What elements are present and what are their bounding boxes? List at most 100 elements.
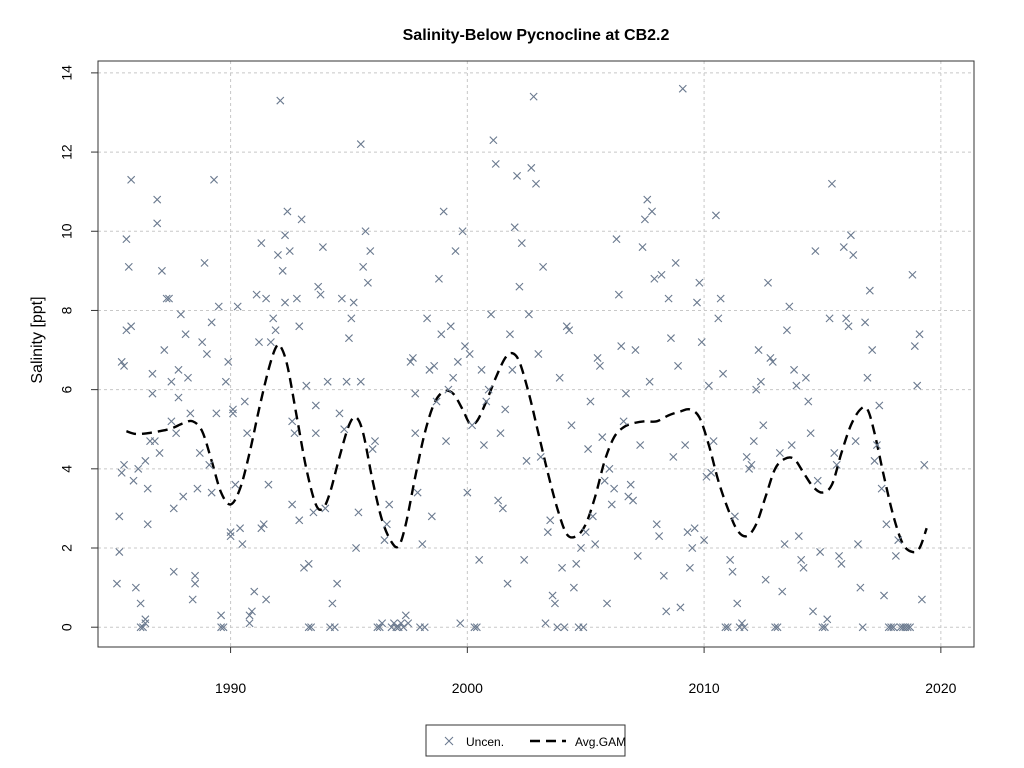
data-point (356, 377, 365, 386)
legend-label-uncen: Uncen. (466, 735, 504, 749)
data-point (652, 520, 661, 529)
data-point (603, 599, 612, 608)
data-point (546, 516, 555, 525)
data-point (420, 623, 429, 632)
data-point (749, 437, 758, 446)
data-point (591, 540, 600, 549)
data-point (839, 243, 848, 252)
data-point (683, 528, 692, 537)
data-point (333, 579, 342, 588)
data-point (328, 599, 337, 608)
data-point (245, 619, 254, 628)
data-point (271, 326, 280, 335)
data-point (183, 373, 192, 382)
data-point (214, 302, 223, 311)
data-point (318, 243, 327, 252)
data-point (172, 429, 181, 438)
data-point (856, 583, 865, 592)
data-point (290, 429, 299, 438)
data-point (809, 607, 817, 616)
data-point (217, 623, 226, 632)
legend: Uncen. Avg.GAM (425, 724, 626, 757)
data-point (891, 551, 900, 560)
data-point (782, 326, 791, 335)
data-point (314, 282, 323, 291)
data-point (825, 314, 834, 323)
y-tick-label: 2 (59, 544, 75, 552)
data-point (636, 441, 645, 450)
data-point (181, 330, 190, 339)
data-point (122, 235, 131, 244)
data-point (273, 251, 282, 260)
data-point (266, 338, 275, 347)
data-point (903, 623, 912, 632)
data-point (548, 591, 557, 600)
grid-lines (98, 61, 974, 647)
data-point (141, 619, 150, 628)
data-point (820, 623, 829, 632)
data-point (129, 476, 138, 485)
data-point (479, 441, 488, 450)
data-point (522, 456, 531, 465)
data-point (716, 294, 725, 303)
data-point (858, 623, 867, 632)
data-point (449, 373, 458, 382)
data-point (127, 175, 136, 184)
data-point (780, 540, 789, 549)
data-point (666, 334, 675, 343)
data-point (127, 322, 136, 331)
data-point (875, 401, 884, 410)
data-point (323, 377, 332, 386)
data-point (210, 175, 218, 184)
data-point (148, 389, 157, 398)
data-point (264, 480, 273, 489)
data-point (754, 346, 763, 355)
data-point (157, 266, 166, 275)
data-point (640, 215, 649, 224)
data-point (117, 357, 126, 366)
data-point (361, 227, 370, 236)
data-point (138, 623, 147, 632)
data-point (517, 239, 526, 248)
data-point (854, 540, 862, 549)
data-point (917, 595, 926, 604)
data-point (645, 377, 654, 386)
data-point (565, 326, 574, 335)
data-point (231, 480, 240, 489)
data-point (726, 555, 735, 564)
data-point (579, 623, 588, 632)
y-tick-label: 4 (59, 465, 75, 473)
data-point (576, 544, 585, 553)
data-point (740, 623, 749, 632)
gam-line (126, 343, 928, 554)
data-point (169, 567, 178, 576)
data-point (442, 437, 451, 446)
data-point (733, 599, 742, 608)
data-point (719, 369, 728, 378)
data-point (354, 508, 363, 517)
data-point (195, 448, 204, 457)
data-point (496, 429, 505, 438)
data-point (915, 330, 924, 339)
data-point (283, 207, 292, 216)
data-point (217, 611, 226, 620)
data-point (804, 397, 813, 406)
data-point (508, 365, 517, 374)
data-point (524, 310, 533, 319)
data-point (844, 322, 853, 331)
data-point (671, 258, 680, 267)
data-point (226, 528, 235, 537)
data-point (115, 512, 124, 521)
data-point (363, 278, 372, 287)
data-point (865, 286, 874, 295)
data-point (633, 551, 642, 560)
data-point (771, 623, 780, 632)
data-point (411, 389, 420, 398)
data-point (228, 405, 237, 414)
data-point (648, 207, 656, 216)
data-point (629, 496, 638, 505)
data-point (401, 611, 410, 620)
data-point (920, 460, 929, 469)
data-point (595, 361, 604, 370)
data-point (659, 571, 668, 580)
